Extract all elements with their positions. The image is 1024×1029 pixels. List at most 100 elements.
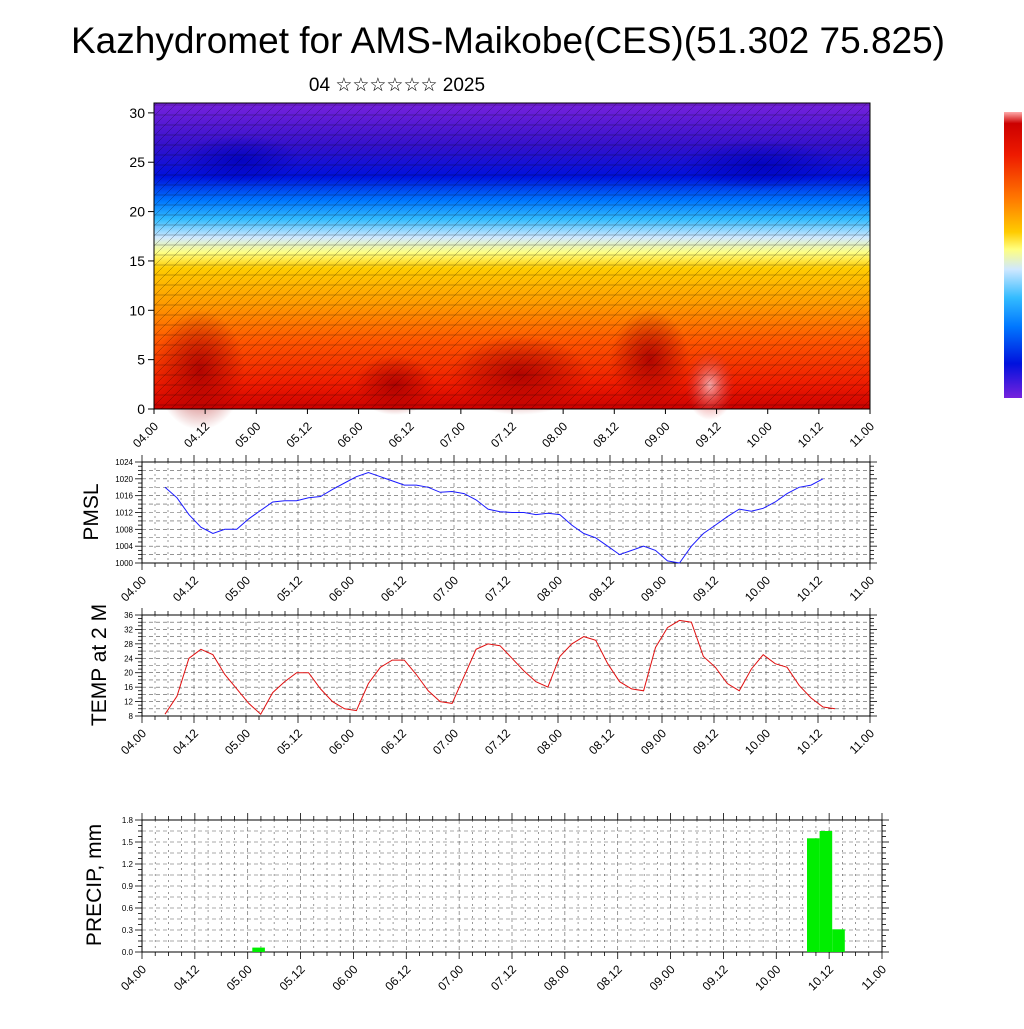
precip-bar [807,838,820,952]
x-tick-label: 07.12 [482,573,513,604]
x-tick-label: 04.00 [118,726,149,757]
x-tick-label: 11.00 [859,962,890,993]
y-tick-label: 1020 [115,475,133,484]
x-tick-label: 04.12 [171,962,202,993]
x-tick-label: 07.00 [435,962,466,993]
x-tick-label: 06.00 [329,962,360,993]
x-tick-label: 07.00 [430,726,461,757]
x-tick-label: 04.12 [170,573,201,604]
y-tick-label: 10 [129,302,145,318]
y-tick-label: 20 [124,669,133,678]
colorbar-strip [1004,112,1022,398]
x-tick-label: 07.00 [437,419,468,450]
x-tick-label: 09.12 [699,962,730,993]
x-tick-label: 07.00 [430,573,461,604]
x-tick-label: 09.12 [693,419,724,450]
y-tick-label: 15 [129,253,145,269]
chart-subtitle: 04 ☆☆☆☆☆☆ 2025 [309,75,485,96]
x-tick-label: 07.12 [488,962,519,993]
precip-bar [819,831,833,952]
x-tick-label: 09.12 [690,573,721,604]
x-tick-label: 09.00 [641,419,672,450]
y-tick-label: 30 [129,105,145,121]
x-tick-label: 09.12 [690,726,721,757]
y-tick-label: 8 [129,712,134,721]
x-tick-label: 06.12 [378,573,409,604]
precip-bar [832,929,845,952]
x-tick-label: 09.00 [647,962,678,993]
temperature-axis-label: TEMP at 2 M [88,604,111,726]
y-tick-label: 1024 [115,458,133,467]
y-tick-label: 1012 [115,509,133,518]
x-tick-label: 06.12 [386,419,417,450]
temperature-series-line [164,619,836,715]
y-tick-label: 24 [124,654,133,663]
x-tick-label: 06.12 [378,726,409,757]
x-tick-label: 05.12 [274,726,305,757]
colorbar [1004,112,1022,398]
x-tick-label: 06.12 [382,962,413,993]
pmsl-axis-label: PMSL [80,483,103,540]
x-tick-label: 05.00 [222,726,253,757]
x-tick-label: 07.12 [488,419,519,450]
x-tick-label: 10.12 [794,726,825,757]
y-tick-label: 1.2 [122,860,134,869]
x-tick-label: 11.00 [847,573,878,604]
x-tick-label: 08.00 [534,726,565,757]
x-tick-label: 06.00 [335,419,366,450]
precip-bar [252,947,265,952]
x-tick-label: 04.12 [170,726,201,757]
x-tick-label: 06.00 [326,573,357,604]
temperature-panel: TEMP at 2 M 8 12 16 20 24 28 32 36 04.00 04.12 05.… [88,604,877,757]
x-tick-label: 10.00 [742,573,773,604]
y-tick-label: 32 [124,625,133,634]
x-tick-label: 05.12 [277,962,308,993]
cross-section-x-axis: 04.00 04.12 05.00 05.12 06.00 06.12 07.00 07.12… [130,409,877,450]
x-tick-label: 05.00 [224,962,255,993]
x-tick-label: 09.00 [638,726,669,757]
chart-title: Kazhydromet for AMS-Maikobe(CES)(51.302 … [71,20,945,61]
x-tick-label: 08.12 [590,419,621,450]
x-tick-label: 08.00 [539,419,570,450]
x-tick-label: 10.12 [795,419,826,450]
precipitation-axis-label: PRECIP, mm [83,824,106,946]
y-tick-label: 0.6 [122,904,134,913]
x-tick-label: 07.12 [482,726,513,757]
y-tick-label: 28 [124,640,133,649]
x-tick-label: 08.12 [586,573,617,604]
x-tick-label: 06.00 [326,726,357,757]
x-tick-label: 10.00 [744,419,775,450]
x-tick-label: 05.12 [283,419,314,450]
x-tick-label: 11.00 [847,726,878,757]
pmsl-series-line [164,471,824,564]
x-tick-label: 10.12 [805,962,836,993]
y-tick-label: 20 [129,204,145,220]
x-tick-label: 10.12 [794,573,825,604]
y-tick-label: 1000 [115,559,133,568]
y-tick-label: 25 [129,154,145,170]
y-tick-label: 1004 [115,542,133,551]
pmsl-panel: PMSL 1000 1004 1008 1012 1016 1020 1024 04.00 04… [80,455,877,604]
x-tick-label: 08.00 [534,573,565,604]
x-tick-label: 10.00 [752,962,783,993]
x-tick-label: 04.00 [130,419,161,450]
x-tick-label: 04.00 [118,962,149,993]
y-tick-label: 0.9 [122,882,134,891]
x-tick-label: 05.00 [222,573,253,604]
precipitation-panel: PRECIP, mm 0.0 0.3 0.6 0.9 1.2 1.5 1.8 04.00 04.… [83,813,889,993]
cross-section-y-axis: 0 5 10 15 20 25 30 [129,105,154,417]
x-tick-label: 11.00 [847,419,878,450]
x-tick-label: 08.12 [594,962,625,993]
y-tick-label: 1016 [115,492,133,501]
x-tick-label: 05.12 [274,573,305,604]
y-tick-label: 1.5 [122,838,134,847]
y-tick-label: 12 [124,698,133,707]
wind-barbs [154,103,870,409]
x-tick-label: 08.00 [541,962,572,993]
y-tick-label: 0.3 [122,926,134,935]
x-tick-label: 09.00 [638,573,669,604]
y-tick-label: 36 [124,611,133,620]
y-tick-label: 0 [137,401,145,417]
y-tick-label: 1.8 [122,816,134,825]
